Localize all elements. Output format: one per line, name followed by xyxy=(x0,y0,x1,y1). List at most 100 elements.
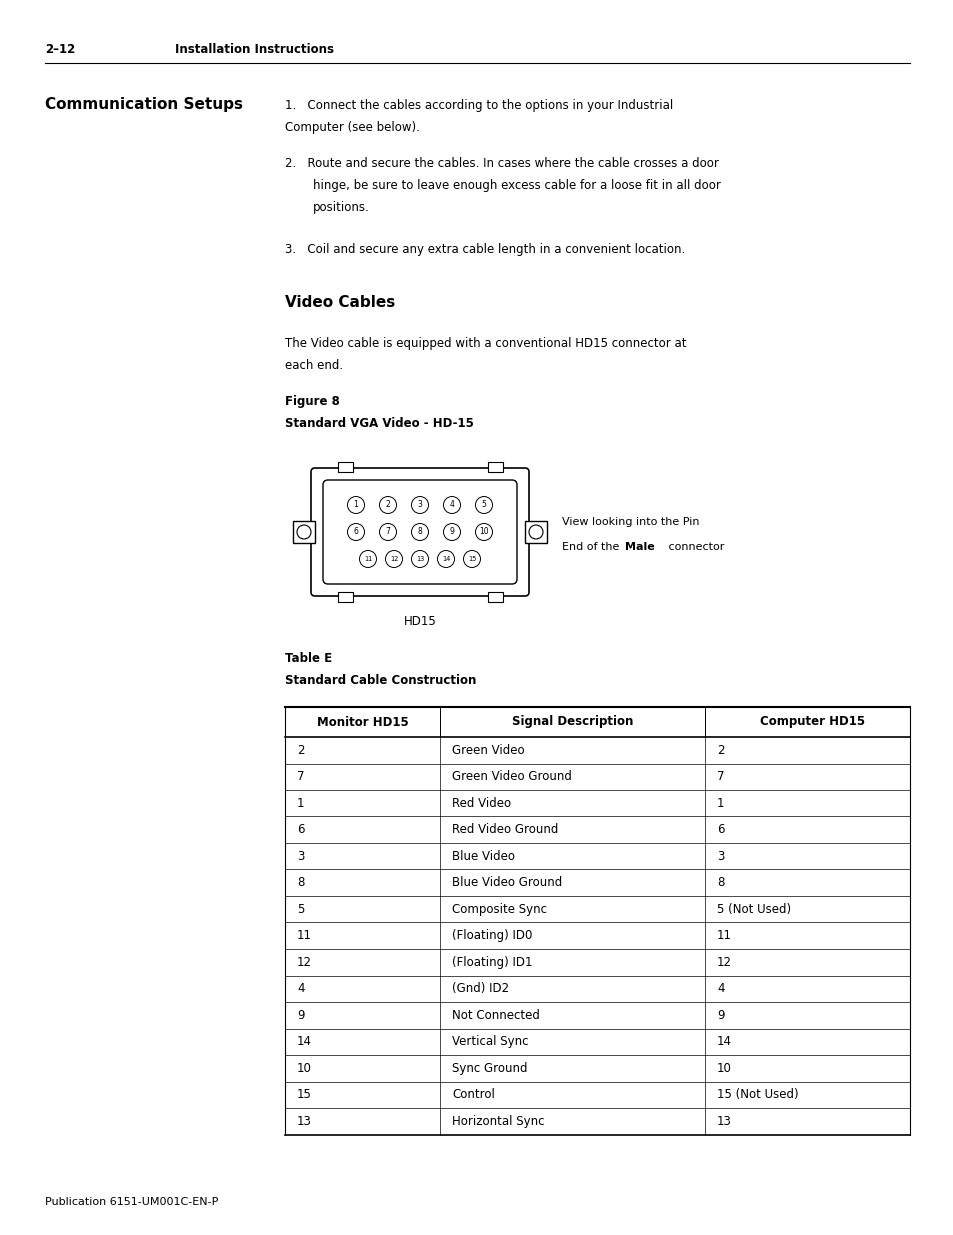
Text: HD15: HD15 xyxy=(403,615,436,629)
Text: 8: 8 xyxy=(417,527,422,536)
Circle shape xyxy=(347,496,364,514)
Text: Installation Instructions: Installation Instructions xyxy=(174,43,334,56)
Text: Male: Male xyxy=(624,542,654,552)
Text: hinge, be sure to leave enough excess cable for a loose fit in all door: hinge, be sure to leave enough excess ca… xyxy=(313,179,720,191)
Text: 11: 11 xyxy=(363,556,372,562)
Text: each end.: each end. xyxy=(285,359,343,372)
Circle shape xyxy=(411,524,428,541)
Text: Not Connected: Not Connected xyxy=(452,1009,539,1021)
Text: 14: 14 xyxy=(441,556,450,562)
Text: Computer HD15: Computer HD15 xyxy=(760,715,864,729)
Text: Standard Cable Construction: Standard Cable Construction xyxy=(285,674,476,687)
Text: 1: 1 xyxy=(717,797,723,810)
Text: 7: 7 xyxy=(717,771,723,783)
Text: 9: 9 xyxy=(296,1009,304,1021)
Text: 3: 3 xyxy=(296,850,304,863)
Text: Publication 6151-UM001C-EN-P: Publication 6151-UM001C-EN-P xyxy=(45,1197,218,1207)
Text: 3: 3 xyxy=(717,850,723,863)
Text: 2: 2 xyxy=(296,743,304,757)
Circle shape xyxy=(437,551,454,568)
Text: positions.: positions. xyxy=(313,201,370,214)
Text: 15: 15 xyxy=(467,556,476,562)
Circle shape xyxy=(475,524,492,541)
Circle shape xyxy=(463,551,480,568)
Text: 7: 7 xyxy=(296,771,304,783)
Text: 12: 12 xyxy=(296,956,312,968)
Text: 12: 12 xyxy=(390,556,397,562)
Text: 13: 13 xyxy=(296,1115,312,1128)
Text: 15 (Not Used): 15 (Not Used) xyxy=(717,1088,798,1102)
Circle shape xyxy=(347,524,364,541)
Text: (Floating) ID1: (Floating) ID1 xyxy=(452,956,532,968)
Text: 6: 6 xyxy=(354,527,358,536)
Text: 3: 3 xyxy=(417,500,422,510)
Text: 2: 2 xyxy=(717,743,723,757)
Text: connector: connector xyxy=(664,542,723,552)
Text: 1.   Connect the cables according to the options in your Industrial: 1. Connect the cables according to the o… xyxy=(285,99,673,112)
Polygon shape xyxy=(487,462,502,472)
Text: 9: 9 xyxy=(717,1009,723,1021)
Text: 1: 1 xyxy=(296,797,304,810)
Text: Blue Video: Blue Video xyxy=(452,850,515,863)
Text: 6: 6 xyxy=(717,824,723,836)
Circle shape xyxy=(475,496,492,514)
Text: Computer (see below).: Computer (see below). xyxy=(285,121,419,135)
Text: Standard VGA Video - HD-15: Standard VGA Video - HD-15 xyxy=(285,417,474,430)
Text: Red Video: Red Video xyxy=(452,797,511,810)
Text: 6: 6 xyxy=(296,824,304,836)
Text: 15: 15 xyxy=(296,1088,312,1102)
Text: 13: 13 xyxy=(717,1115,731,1128)
Polygon shape xyxy=(487,592,502,601)
FancyBboxPatch shape xyxy=(323,480,517,584)
Polygon shape xyxy=(337,462,352,472)
Text: Vertical Sync: Vertical Sync xyxy=(452,1035,528,1049)
Text: 5: 5 xyxy=(481,500,486,510)
Text: 5 (Not Used): 5 (Not Used) xyxy=(717,903,790,915)
Text: Video Cables: Video Cables xyxy=(285,295,395,310)
Text: 4: 4 xyxy=(296,982,304,995)
Text: 1: 1 xyxy=(354,500,358,510)
Text: Composite Sync: Composite Sync xyxy=(452,903,546,915)
Text: 14: 14 xyxy=(717,1035,731,1049)
Text: 2–12: 2–12 xyxy=(45,43,75,56)
Text: 14: 14 xyxy=(296,1035,312,1049)
Circle shape xyxy=(385,551,402,568)
Circle shape xyxy=(379,496,396,514)
Circle shape xyxy=(379,524,396,541)
Polygon shape xyxy=(293,521,314,543)
Circle shape xyxy=(443,524,460,541)
Text: View looking into the Pin: View looking into the Pin xyxy=(561,517,699,527)
FancyBboxPatch shape xyxy=(311,468,529,597)
Text: Table E: Table E xyxy=(285,652,332,664)
Text: Sync Ground: Sync Ground xyxy=(452,1062,527,1074)
Polygon shape xyxy=(337,592,352,601)
Text: 3.   Coil and secure any extra cable length in a convenient location.: 3. Coil and secure any extra cable lengt… xyxy=(285,243,684,256)
Text: Horizontal Sync: Horizontal Sync xyxy=(452,1115,544,1128)
Text: 2.   Route and secure the cables. In cases where the cable crosses a door: 2. Route and secure the cables. In cases… xyxy=(285,157,719,170)
Circle shape xyxy=(443,496,460,514)
Text: Blue Video Ground: Blue Video Ground xyxy=(452,877,561,889)
Text: 8: 8 xyxy=(717,877,723,889)
Text: 4: 4 xyxy=(717,982,723,995)
Text: 10: 10 xyxy=(717,1062,731,1074)
Circle shape xyxy=(411,496,428,514)
Text: Communication Setups: Communication Setups xyxy=(45,98,243,112)
Text: 2: 2 xyxy=(385,500,390,510)
Circle shape xyxy=(296,525,311,538)
Circle shape xyxy=(529,525,542,538)
Text: 11: 11 xyxy=(717,929,731,942)
Text: 7: 7 xyxy=(385,527,390,536)
Text: Green Video Ground: Green Video Ground xyxy=(452,771,571,783)
Text: 10: 10 xyxy=(296,1062,312,1074)
Text: 10: 10 xyxy=(478,527,488,536)
Text: (Gnd) ID2: (Gnd) ID2 xyxy=(452,982,509,995)
Text: (Floating) ID0: (Floating) ID0 xyxy=(452,929,532,942)
Text: 5: 5 xyxy=(296,903,304,915)
Text: Signal Description: Signal Description xyxy=(511,715,633,729)
Text: 8: 8 xyxy=(296,877,304,889)
Text: The Video cable is equipped with a conventional HD15 connector at: The Video cable is equipped with a conve… xyxy=(285,337,686,350)
Text: 12: 12 xyxy=(717,956,731,968)
Text: Control: Control xyxy=(452,1088,495,1102)
Circle shape xyxy=(359,551,376,568)
Text: 9: 9 xyxy=(449,527,454,536)
